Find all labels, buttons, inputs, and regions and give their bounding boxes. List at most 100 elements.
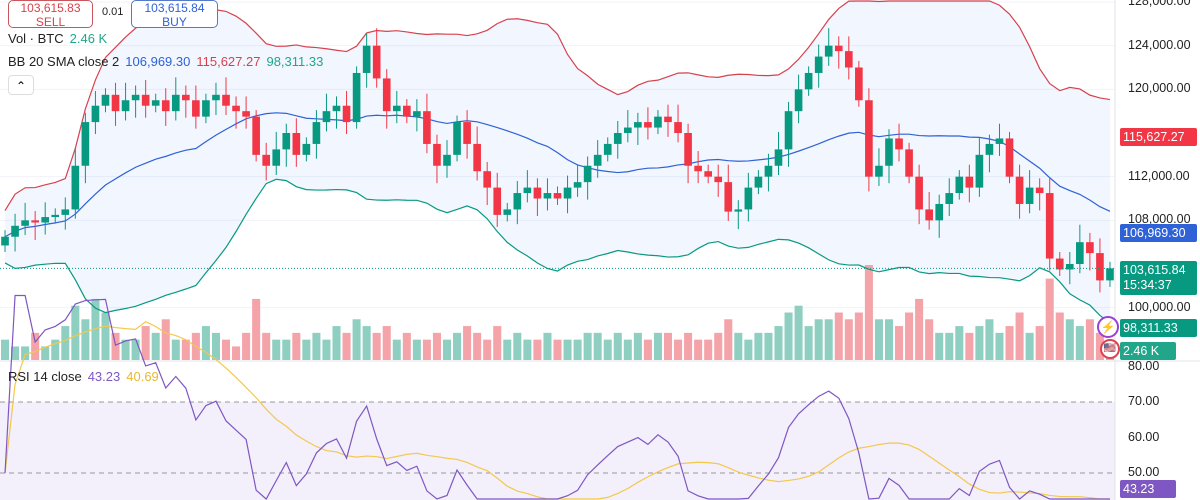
candle-body [342, 105, 351, 123]
collapse-legend-button[interactable]: ⌃ [8, 75, 34, 95]
volume-bar [392, 339, 401, 360]
volume-bar [81, 319, 90, 360]
bb-lower-value: 98,311.33 [266, 54, 324, 69]
volume-bar [1075, 326, 1084, 360]
candle-body [674, 122, 682, 134]
candle-body [553, 193, 562, 199]
volume-bar [533, 339, 542, 360]
volume-bar [945, 332, 954, 360]
candle-body [965, 176, 974, 188]
bb-basis-line [4, 112, 1111, 238]
volume-bar [613, 332, 622, 360]
volume-bar [111, 332, 120, 360]
volume-bar [663, 332, 673, 360]
candle-body [603, 143, 612, 155]
volume-bar [242, 332, 251, 360]
volume-bar [714, 332, 723, 360]
volume-bar [272, 339, 281, 360]
volume-bar [1095, 332, 1104, 360]
volume-bar [1035, 326, 1044, 360]
candle-body [31, 220, 39, 223]
volume-bar [864, 265, 873, 360]
volume-bar [332, 326, 341, 360]
volume-bar [975, 326, 984, 360]
volume-bar [895, 326, 904, 360]
volume-bar [11, 346, 20, 360]
volume-bar [834, 312, 843, 360]
rsi-tag: 43.23 [1120, 480, 1176, 498]
volume-bar [422, 339, 431, 360]
candle-body [613, 133, 622, 144]
quantity[interactable]: 0.01 [102, 6, 124, 18]
volume-bar [473, 332, 482, 360]
volume-bar [262, 332, 271, 360]
candle-body [1035, 187, 1044, 194]
candle-body [252, 116, 260, 155]
volume-bar [603, 339, 612, 360]
candle-body [202, 100, 210, 117]
candle-body [945, 193, 954, 204]
volume-bar [221, 339, 231, 360]
volume-bar [925, 319, 934, 360]
volume-bar [674, 339, 683, 360]
volume-bar [463, 326, 472, 360]
volume-bar [513, 332, 522, 360]
price-axis-label: 100,000.00 [1128, 299, 1191, 314]
volume-legend: Vol · BTC 2.46 K [8, 31, 113, 46]
volume-bar [774, 326, 783, 360]
candle-body [634, 122, 642, 128]
rsi-axis-label: 60.00 [1128, 429, 1160, 444]
volume-bar [51, 339, 60, 360]
volume-tag: 2.46 K [1120, 342, 1176, 360]
rsi-band [0, 402, 1115, 500]
volume-bar [21, 346, 30, 360]
bar-countdown: 15:34:37 [1123, 278, 1172, 292]
candle-body [493, 187, 502, 215]
bb-label: BB 20 SMA close 2 [8, 54, 120, 69]
volume-bar [1, 339, 10, 360]
volume-bar [563, 339, 572, 360]
rsi-sma-value: 40.69 [126, 369, 159, 384]
candle-body [915, 176, 923, 210]
price-tag: 103,615.84 15:34:37 [1120, 261, 1197, 295]
sell-button[interactable]: 103,615.83 SELL [8, 0, 93, 29]
candle-body [905, 149, 913, 177]
candle-body [302, 143, 311, 155]
volume-bar [553, 339, 562, 360]
volume-bar [704, 339, 713, 360]
lightning-event-icon[interactable]: ⚡ [1097, 316, 1119, 338]
buy-button[interactable]: 103,615.84 BUY [131, 0, 218, 29]
candle-body [61, 209, 70, 215]
volume-bar [131, 339, 140, 360]
candle-body [473, 143, 481, 172]
candle-body [734, 209, 743, 212]
last-price: 103,615.84 [1123, 263, 1186, 277]
volume-bar [734, 332, 743, 360]
candle-body [784, 111, 793, 150]
volume-bar [312, 332, 321, 360]
candle-body [141, 94, 150, 106]
rsi-axis-label: 50.00 [1128, 465, 1160, 479]
volume-bar [1085, 319, 1094, 360]
candle-body [71, 165, 80, 210]
candle-body [463, 122, 471, 144]
candle-body [955, 176, 964, 194]
candle-body [352, 72, 361, 123]
candle-body [935, 203, 944, 221]
volume-bar [874, 319, 883, 360]
us-flag-event-icon[interactable]: 🇺🇸 [1100, 339, 1120, 359]
candle-body [121, 100, 130, 112]
volume-bar [211, 332, 220, 360]
volume-bar [61, 326, 70, 360]
volume-bar [523, 339, 532, 360]
bb-basis-tag: 106,969.30 [1120, 224, 1197, 242]
volume-bar [653, 332, 662, 360]
candle-body [212, 94, 220, 101]
candle-body [573, 182, 582, 188]
candle-body [382, 78, 391, 112]
candle-body [844, 51, 853, 68]
volume-bar [302, 339, 311, 360]
volume-bar [432, 332, 441, 360]
volume-bar [854, 312, 863, 360]
